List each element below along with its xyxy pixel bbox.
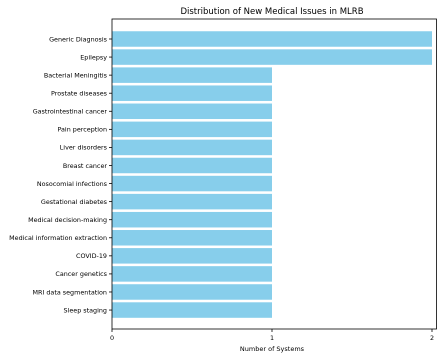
x-tick-label: 0 — [110, 334, 114, 342]
y-tick-label: Gestational diabetes — [41, 198, 108, 206]
bar — [112, 193, 272, 210]
bar — [112, 175, 272, 192]
y-tick-label: Pain perception — [57, 126, 107, 134]
bars-layer — [112, 31, 432, 318]
bar — [112, 67, 272, 83]
y-tick-label: Breast cancer — [63, 162, 108, 170]
y-tick-labels: Generic Diagnosis Epilepsy Bacterial Menin… — [9, 35, 112, 314]
bar — [112, 157, 272, 174]
bar — [112, 266, 272, 282]
bar — [112, 85, 272, 101]
bar — [112, 211, 272, 228]
bar — [112, 49, 432, 65]
plot-frame — [111, 18, 437, 330]
bar — [112, 31, 432, 47]
y-tick-label: Prostate diseases — [51, 90, 108, 98]
bar — [112, 121, 272, 138]
bar — [112, 284, 272, 300]
y-tick-label: Cancer genetics — [55, 270, 107, 278]
y-tick-label: Nosocomial infections — [37, 180, 108, 188]
y-tick-label: Medical decision-making — [28, 216, 107, 224]
y-tick-label: Medical information extraction — [9, 234, 107, 242]
y-tick-label: COVID-19 — [76, 252, 107, 260]
y-tick-label: Generic Diagnosis — [49, 35, 108, 43]
bar — [112, 230, 272, 246]
y-tick-label: Liver disorders — [60, 144, 108, 152]
bar — [112, 302, 272, 318]
y-tick-label: Bacterial Meningitis — [44, 71, 108, 79]
x-tick-label: 1 — [270, 334, 274, 342]
x-tick-label: 2 — [430, 334, 434, 342]
y-tick-label: Sleep staging — [64, 306, 107, 314]
x-ticks: 0 1 2 — [110, 329, 434, 342]
x-axis-label: Number of Systems — [240, 345, 305, 353]
bar — [112, 139, 272, 156]
bar — [112, 103, 272, 120]
y-tick-label: Gastrointestinal cancer — [33, 108, 108, 116]
bar — [112, 248, 272, 264]
y-tick-label: MRI data segmentation — [33, 288, 108, 296]
y-tick-label: Epilepsy — [80, 53, 107, 61]
chart-title: Distribution of New Medical Issues in ML… — [180, 7, 363, 17]
